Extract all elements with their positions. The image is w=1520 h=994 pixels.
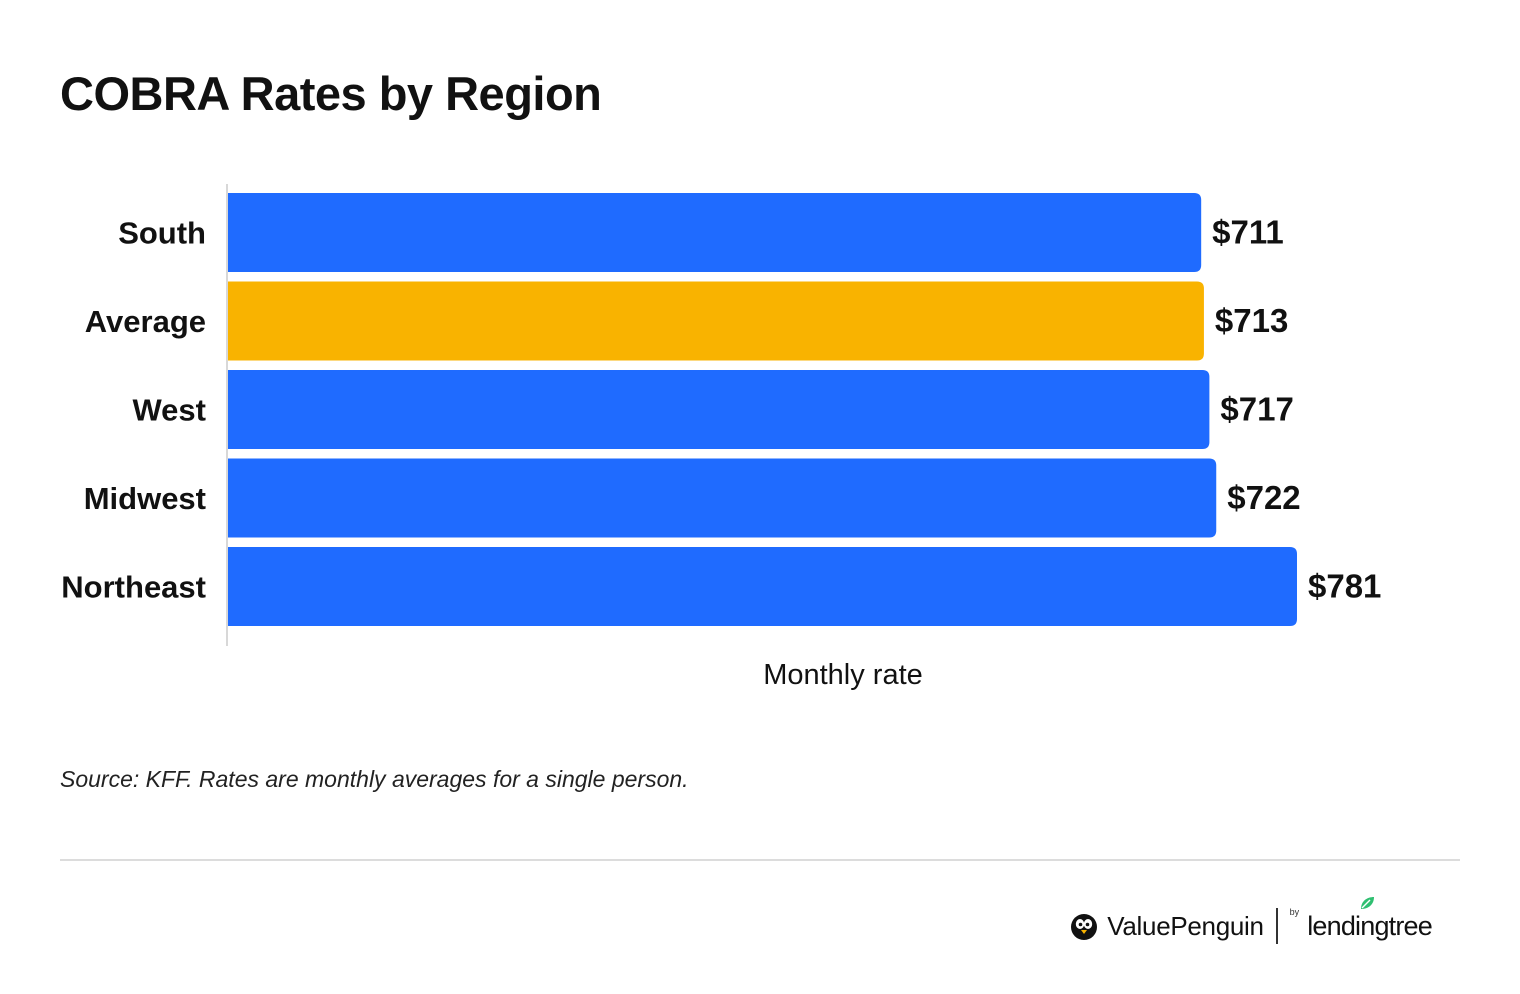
value-label-northeast: $781 <box>1308 568 1381 605</box>
leaf-icon <box>1361 896 1375 909</box>
category-label-northeast: Northeast <box>61 570 206 605</box>
source-note: Source: KFF. Rates are monthly averages … <box>60 766 689 792</box>
penguin-icon <box>1071 914 1098 940</box>
category-label-south: South <box>118 216 206 251</box>
bar-south <box>228 193 1202 272</box>
bar-northeast <box>228 547 1297 626</box>
bar-chart: South $711 Average $713 West $717 Midwest $722 N… <box>61 184 1381 691</box>
value-label-west: $717 <box>1220 391 1293 428</box>
brand-by: by <box>1289 907 1300 917</box>
chart-title: COBRA Rates by Region <box>60 67 602 120</box>
brand-logo: ValuePenguin by lendingtree <box>1069 896 1433 946</box>
footer-divider <box>60 859 1460 861</box>
value-label-south: $711 <box>1212 214 1284 251</box>
bar-west <box>228 370 1210 449</box>
bar-midwest <box>228 458 1217 538</box>
bar-average <box>228 281 1204 361</box>
brand-name: ValuePenguin <box>1107 910 1264 941</box>
category-label-midwest: Midwest <box>84 481 206 516</box>
value-label-midwest: $722 <box>1227 479 1300 516</box>
bar-group: South $711 Average $713 West $717 Midwest $722 N… <box>61 193 1381 626</box>
brand-separator <box>1275 908 1278 944</box>
partner-logo: lendingtree <box>1307 896 1433 942</box>
category-label-average: Average <box>85 304 206 339</box>
partner-name: lendingtree <box>1307 910 1433 941</box>
category-label-west: West <box>132 393 206 428</box>
value-label-average: $713 <box>1215 302 1288 339</box>
x-axis-title: Monthly rate <box>763 659 923 691</box>
